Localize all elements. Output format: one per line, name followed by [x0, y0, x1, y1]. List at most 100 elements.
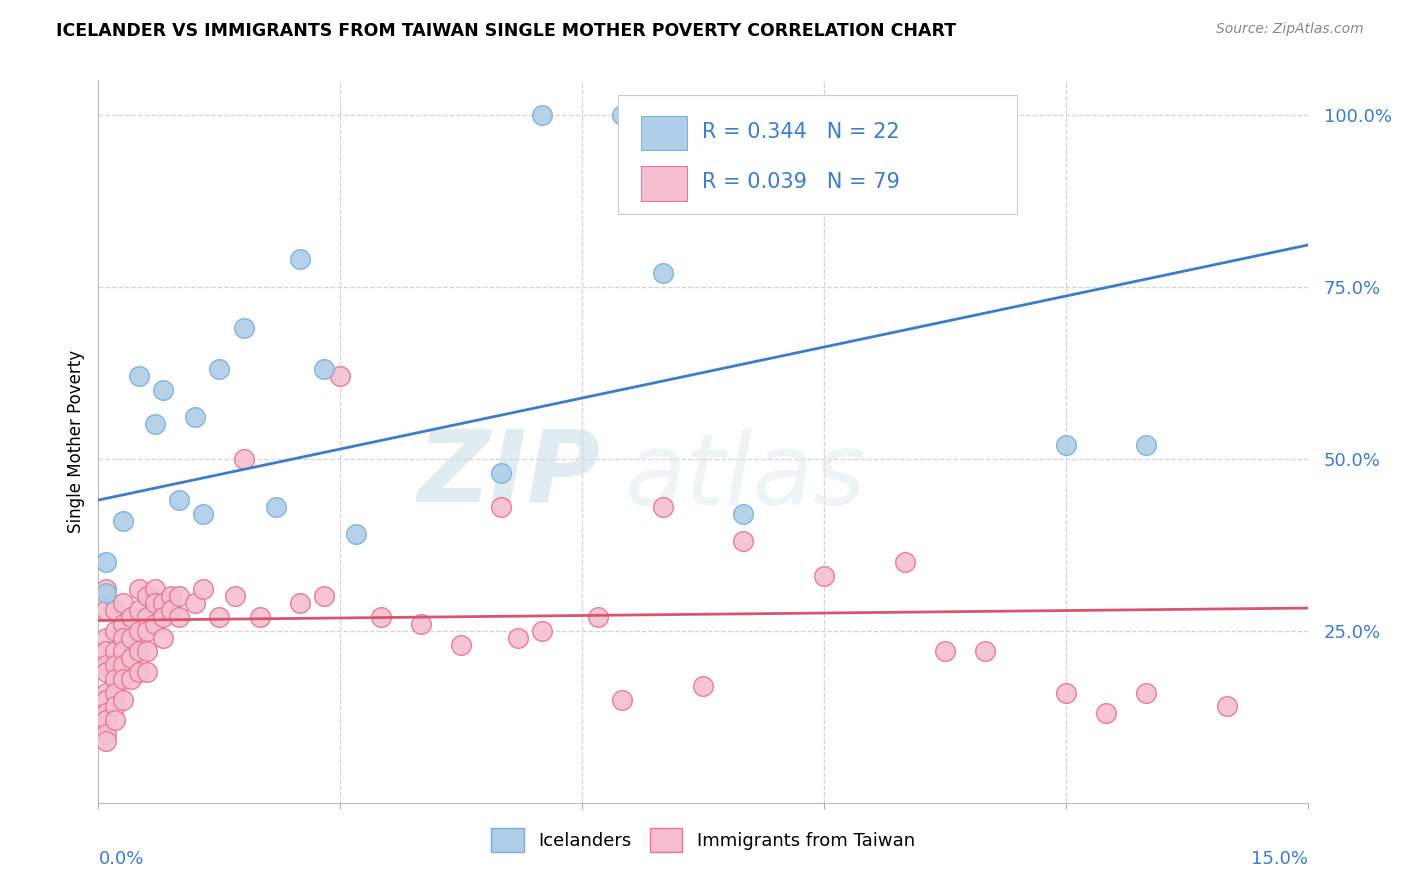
- Point: [152, 596, 174, 610]
- Point: [135, 610, 157, 624]
- Legend: Icelanders, Immigrants from Taiwan: Icelanders, Immigrants from Taiwan: [484, 822, 922, 859]
- Point: [96, 603, 118, 617]
- Point: [143, 616, 166, 631]
- Point: [193, 582, 215, 597]
- Point: [103, 658, 125, 673]
- Point: [651, 266, 673, 280]
- Point: [128, 624, 150, 638]
- Point: [974, 644, 997, 658]
- Point: [1054, 686, 1077, 700]
- Point: [96, 582, 118, 597]
- FancyBboxPatch shape: [619, 95, 1018, 214]
- Text: R = 0.039   N = 79: R = 0.039 N = 79: [702, 172, 900, 192]
- Point: [143, 582, 166, 597]
- Text: ICELANDER VS IMMIGRANTS FROM TAIWAN SINGLE MOTHER POVERTY CORRELATION CHART: ICELANDER VS IMMIGRANTS FROM TAIWAN SING…: [56, 22, 956, 40]
- Point: [733, 534, 755, 549]
- Point: [111, 616, 134, 631]
- Point: [733, 507, 755, 521]
- Point: [96, 727, 118, 741]
- Point: [96, 665, 118, 679]
- Point: [143, 596, 166, 610]
- Point: [128, 644, 150, 658]
- Point: [96, 692, 118, 706]
- Point: [103, 699, 125, 714]
- Point: [103, 624, 125, 638]
- Point: [264, 500, 287, 514]
- Point: [586, 610, 609, 624]
- Point: [893, 555, 915, 569]
- Point: [249, 610, 271, 624]
- Point: [329, 369, 352, 384]
- Point: [96, 586, 118, 600]
- Point: [128, 369, 150, 384]
- Point: [530, 108, 553, 122]
- Point: [224, 590, 246, 604]
- Point: [111, 596, 134, 610]
- Point: [409, 616, 432, 631]
- Point: [120, 631, 142, 645]
- Point: [120, 610, 142, 624]
- Text: ZIP: ZIP: [418, 425, 600, 523]
- Point: [167, 610, 190, 624]
- Point: [184, 596, 207, 610]
- Point: [1135, 438, 1157, 452]
- Point: [128, 582, 150, 597]
- Point: [103, 603, 125, 617]
- Point: [128, 603, 150, 617]
- Point: [96, 631, 118, 645]
- Point: [344, 527, 367, 541]
- Point: [152, 610, 174, 624]
- Point: [1135, 686, 1157, 700]
- Point: [135, 644, 157, 658]
- Point: [143, 417, 166, 432]
- Point: [111, 692, 134, 706]
- Point: [111, 514, 134, 528]
- Point: [530, 624, 553, 638]
- Text: Source: ZipAtlas.com: Source: ZipAtlas.com: [1216, 22, 1364, 37]
- Point: [934, 644, 956, 658]
- Text: 0.0%: 0.0%: [98, 850, 143, 868]
- Point: [450, 638, 472, 652]
- Point: [96, 644, 118, 658]
- Point: [103, 713, 125, 727]
- Point: [96, 686, 118, 700]
- Point: [184, 410, 207, 425]
- Point: [506, 631, 529, 645]
- Point: [167, 493, 190, 508]
- Point: [232, 321, 254, 335]
- Point: [1095, 706, 1118, 721]
- Y-axis label: Single Mother Poverty: Single Mother Poverty: [66, 350, 84, 533]
- Point: [612, 692, 634, 706]
- Point: [103, 644, 125, 658]
- Bar: [641, 166, 688, 201]
- Point: [111, 658, 134, 673]
- Point: [370, 610, 392, 624]
- Point: [103, 672, 125, 686]
- Point: [96, 734, 118, 748]
- Point: [120, 651, 142, 665]
- Point: [612, 108, 634, 122]
- Point: [1054, 438, 1077, 452]
- Point: [135, 590, 157, 604]
- Point: [208, 610, 231, 624]
- Point: [288, 596, 311, 610]
- Point: [152, 383, 174, 397]
- Point: [96, 555, 118, 569]
- Point: [1216, 699, 1239, 714]
- Point: [96, 706, 118, 721]
- Point: [96, 713, 118, 727]
- Point: [111, 631, 134, 645]
- Point: [167, 590, 190, 604]
- Point: [208, 362, 231, 376]
- Point: [813, 568, 835, 582]
- Point: [232, 451, 254, 466]
- Point: [135, 624, 157, 638]
- Point: [160, 603, 183, 617]
- Point: [491, 466, 513, 480]
- Point: [111, 644, 134, 658]
- Point: [103, 686, 125, 700]
- Point: [314, 590, 336, 604]
- Point: [96, 658, 118, 673]
- Point: [152, 631, 174, 645]
- Point: [491, 500, 513, 514]
